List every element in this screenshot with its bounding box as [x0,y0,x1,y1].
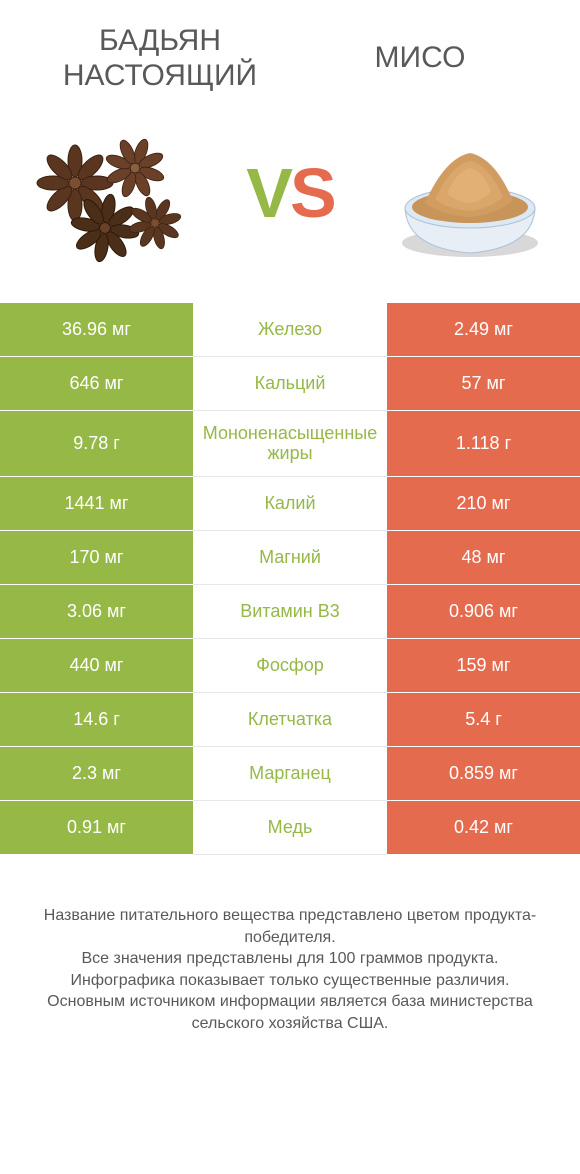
footer-text: Название питательного вещества представл… [0,855,580,1035]
vs-label: VS [246,153,333,233]
value-right: 1.118 г [387,411,580,477]
table-row: 646 мгКальций57 мг [0,357,580,411]
nutrient-label: Витамин B3 [193,585,387,639]
value-right: 159 мг [387,639,580,693]
value-left: 2.3 мг [0,747,193,801]
table-row: 9.78 гМононенасыщенные жиры1.118 г [0,411,580,477]
table-row: 170 мгМагний48 мг [0,531,580,585]
footer-line-3: Инфографика показывает только существенн… [20,970,560,992]
value-left: 1441 мг [0,477,193,531]
table-row: 440 мгФосфор159 мг [0,639,580,693]
nutrient-label: Медь [193,801,387,855]
footer-line-1: Название питательного вещества представл… [20,905,560,948]
nutrient-label: Клетчатка [193,693,387,747]
value-right: 2.49 мг [387,303,580,357]
value-right: 0.906 мг [387,585,580,639]
value-left: 646 мг [0,357,193,411]
nutrient-label: Мононенасыщенные жиры [193,411,387,477]
value-right: 0.42 мг [387,801,580,855]
nutrient-label: Железо [193,303,387,357]
value-right: 5.4 г [387,693,580,747]
vs-s: S [290,154,334,232]
nutrient-label: Магний [193,531,387,585]
comparison-table: 36.96 мгЖелезо2.49 мг646 мгКальций57 мг9… [0,303,580,855]
value-left: 170 мг [0,531,193,585]
table-row: 14.6 гКлетчатка5.4 г [0,693,580,747]
table-row: 36.96 мгЖелезо2.49 мг [0,303,580,357]
nutrient-label: Калий [193,477,387,531]
nutrient-label: Кальций [193,357,387,411]
title-left: БАДЬЯН НАСТОЯЩИЙ [30,24,290,93]
value-left: 440 мг [0,639,193,693]
value-right: 0.859 мг [387,747,580,801]
star-anise-image [25,113,195,273]
miso-image [385,113,555,273]
images-row: VS [0,103,580,303]
nutrient-label: Марганец [193,747,387,801]
table-row: 3.06 мгВитамин B30.906 мг [0,585,580,639]
value-left: 9.78 г [0,411,193,477]
header: БАДЬЯН НАСТОЯЩИЙ МИСО [0,0,580,103]
table-row: 0.91 мгМедь0.42 мг [0,801,580,855]
value-left: 0.91 мг [0,801,193,855]
vs-v: V [246,154,290,232]
footer-line-2: Все значения представлены для 100 граммо… [20,948,560,970]
table-row: 2.3 мгМарганец0.859 мг [0,747,580,801]
nutrient-label: Фосфор [193,639,387,693]
footer-line-4: Основным источником информации является … [20,991,560,1034]
title-right: МИСО [290,41,550,76]
value-right: 48 мг [387,531,580,585]
table-row: 1441 мгКалий210 мг [0,477,580,531]
value-right: 57 мг [387,357,580,411]
value-right: 210 мг [387,477,580,531]
value-left: 3.06 мг [0,585,193,639]
value-left: 36.96 мг [0,303,193,357]
value-left: 14.6 г [0,693,193,747]
